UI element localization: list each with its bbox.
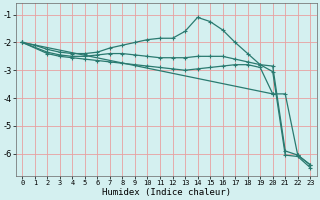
X-axis label: Humidex (Indice chaleur): Humidex (Indice chaleur) bbox=[102, 188, 231, 197]
